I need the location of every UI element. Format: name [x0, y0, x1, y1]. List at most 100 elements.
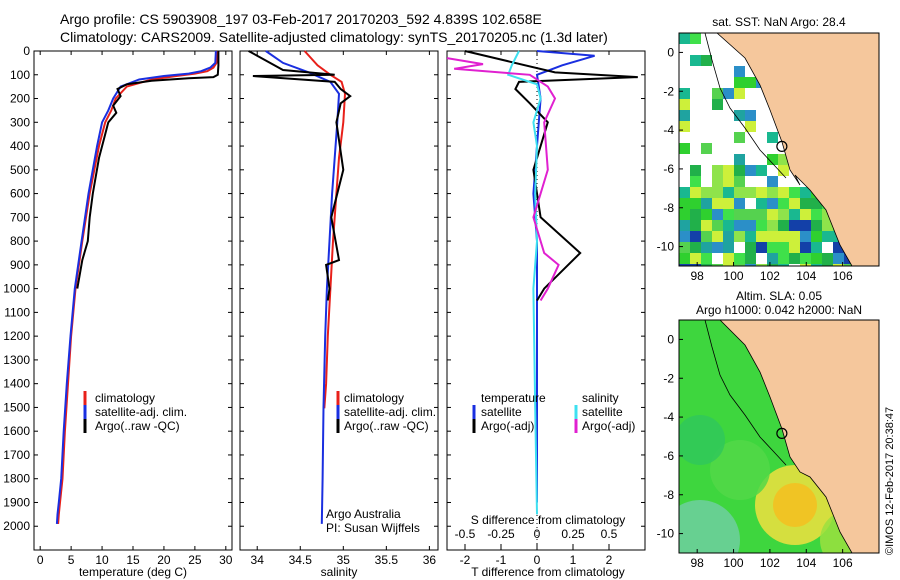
- sst-cell: [778, 209, 789, 220]
- sst-cell: [701, 143, 712, 154]
- sla-anomaly-blob: [710, 440, 770, 500]
- difference-legend: temperature satellite Argo(-adj) salinit…: [472, 391, 635, 433]
- sst-cell: [811, 242, 822, 253]
- sst-cell: [690, 253, 701, 264]
- sst-cell: [778, 220, 789, 231]
- sst-cell: [778, 231, 789, 242]
- legend-label-climatology: climatology: [344, 391, 404, 405]
- sst-cell: [701, 55, 712, 66]
- sst-cell: [679, 220, 690, 231]
- map-y-tick-label: -8: [663, 488, 674, 502]
- sst-cell: [745, 209, 756, 220]
- sst-cell: [778, 253, 789, 264]
- sst-cell: [734, 154, 745, 165]
- y-tick-label: 1600: [3, 424, 30, 438]
- top-tick-label: -0.5: [455, 527, 476, 541]
- sst-cell: [701, 198, 712, 209]
- top-tick-label: 0: [534, 527, 541, 541]
- salinity-ticks: 34 34.5 35 35.5 36: [240, 50, 438, 567]
- sst-cell: [767, 220, 778, 231]
- legend-label-s-argo: Argo(-adj): [582, 419, 635, 433]
- x-tick-label: 2: [606, 553, 613, 567]
- sst-cell: [778, 165, 789, 176]
- sst-cell: [745, 242, 756, 253]
- sst-cell: [844, 264, 855, 266]
- sst-cell: [734, 165, 745, 176]
- map-y-tick-label: -10: [657, 240, 675, 254]
- x-tick-label: 36: [423, 553, 437, 567]
- top-tick-label: -0.25: [487, 527, 515, 541]
- sst-cell: [734, 209, 745, 220]
- sst-cell: [822, 253, 833, 264]
- x-tick-label: 5: [68, 553, 75, 567]
- sst-cell: [756, 209, 767, 220]
- sst-cell: [701, 220, 712, 231]
- temperature-panel: 0 5 10 15 20 25 300100200300400500600700800900…: [3, 44, 233, 579]
- legend-label-t-satellite: satellite: [481, 405, 522, 419]
- sla-anomaly-blob: [679, 415, 725, 465]
- temperature-series: [55, 50, 220, 524]
- map-y-tick-label: -4: [663, 123, 674, 137]
- sst-cell: [778, 154, 789, 165]
- sst-cell: [690, 176, 701, 187]
- map-y-tick-label: 0: [667, 45, 674, 59]
- sst-cell: [712, 99, 723, 110]
- sst-cell: [767, 209, 778, 220]
- sst-cell: [679, 242, 690, 253]
- y-tick-label: 1100: [4, 305, 30, 319]
- sst-cell: [734, 187, 745, 198]
- map-y-tick-label: -4: [663, 410, 674, 424]
- sst-cell: [800, 242, 811, 253]
- sst-cell: [734, 220, 745, 231]
- map-x-tick-label: 100: [724, 269, 744, 283]
- map-y-tick-label: -2: [663, 84, 674, 98]
- sst-cell: [833, 264, 844, 266]
- sst-cell: [756, 187, 767, 198]
- y-tick-label: 1500: [3, 400, 30, 414]
- header-line-1: Argo profile: CS 5903908_197 03-Feb-2017…: [60, 11, 542, 27]
- sst-cell: [800, 198, 811, 209]
- sst-cell: [767, 187, 778, 198]
- y-tick-label: 500: [10, 163, 30, 177]
- sst-cell: [811, 220, 822, 231]
- sst-cell: [723, 242, 734, 253]
- y-tick-label: 1400: [3, 377, 30, 391]
- difference-xlabel-top: S difference from climatology: [471, 513, 626, 527]
- sst-cell: [723, 198, 734, 209]
- sst-cell: [723, 176, 734, 187]
- sst-cell: [690, 187, 701, 198]
- sst-cell: [679, 110, 690, 121]
- sst-cell: [745, 220, 756, 231]
- map-y-tick-label: 0: [667, 332, 674, 346]
- series-t-argo-adj-: [464, 50, 638, 302]
- sst-cell: [800, 264, 811, 266]
- legend-title-temperature: temperature: [481, 391, 546, 405]
- y-tick-label: 300: [10, 115, 30, 129]
- sst-cell: [679, 264, 690, 266]
- legend-title-salinity: salinity: [582, 391, 619, 405]
- map-x-tick-label: 106: [833, 556, 853, 570]
- temperature-legend: climatology satellite-adj. clim. Argo(..…: [83, 391, 187, 433]
- sst-cell: [734, 110, 745, 121]
- x-tick-label: 15: [126, 553, 140, 567]
- y-tick-label: 100: [10, 68, 30, 82]
- sla-anomaly-blob: [773, 483, 817, 527]
- sst-cell: [712, 88, 723, 99]
- x-tick-label: 35.5: [375, 553, 399, 567]
- sst-cell: [734, 176, 745, 187]
- sst-cell: [701, 187, 712, 198]
- sla-map-subtitle: Argo h1000: 0.042 h2000: NaN: [696, 303, 862, 317]
- sst-cell: [734, 88, 745, 99]
- sst-cell: [745, 187, 756, 198]
- sst-cell: [734, 231, 745, 242]
- sst-cell: [778, 264, 789, 266]
- sst-cell: [679, 198, 690, 209]
- map-x-tick-label: 104: [796, 269, 816, 283]
- sst-west-coast: [704, 33, 787, 179]
- x-tick-label: 34.5: [289, 553, 313, 567]
- imos-credit: ©IMOS 12-Feb-2017 20:38:47: [884, 407, 896, 555]
- sst-cell: [712, 187, 723, 198]
- sst-cell: [690, 33, 701, 44]
- y-tick-label: 1700: [3, 448, 30, 462]
- sst-cell: [756, 231, 767, 242]
